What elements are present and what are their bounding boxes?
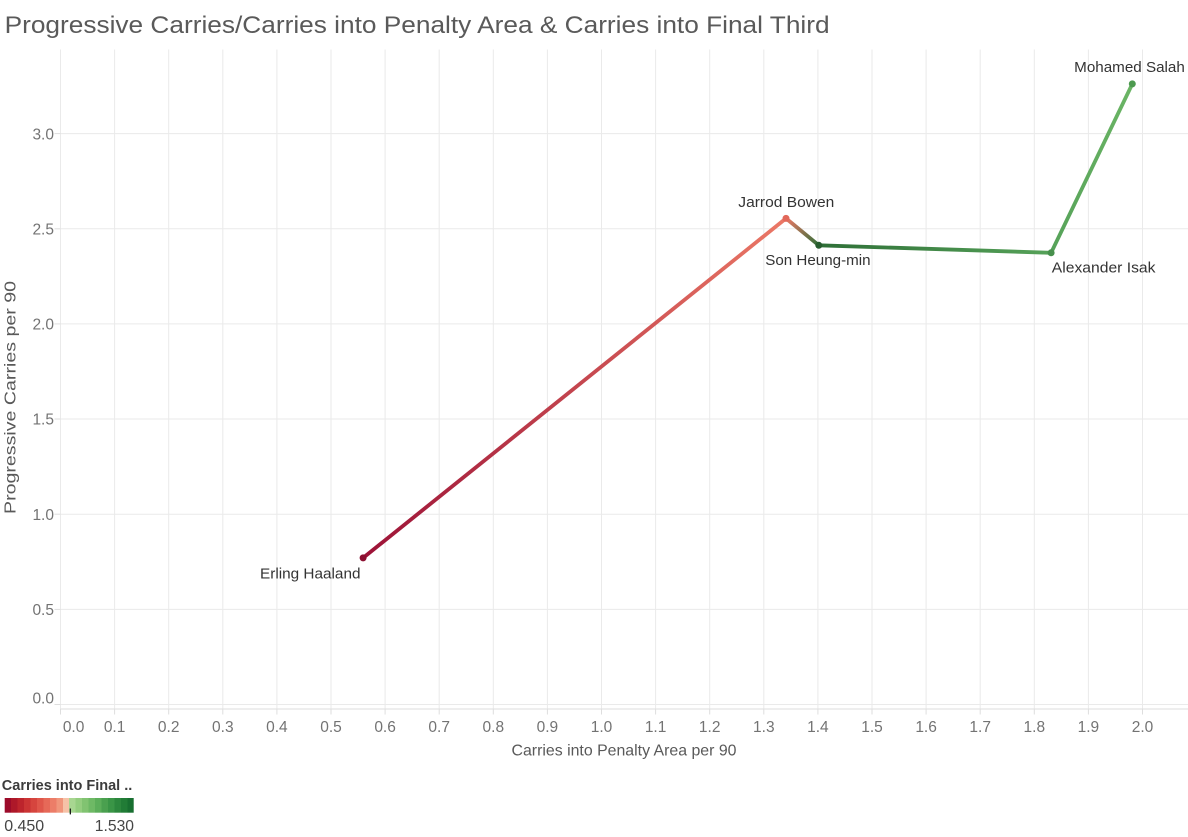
svg-text:0.1: 0.1 bbox=[104, 719, 126, 736]
svg-text:1.5: 1.5 bbox=[861, 719, 883, 736]
svg-text:2.5: 2.5 bbox=[32, 221, 54, 238]
svg-text:1.0: 1.0 bbox=[32, 507, 54, 524]
svg-text:Progressive Carries/Carries in: Progressive Carries/Carries into Penalty… bbox=[5, 12, 830, 39]
svg-text:1.0: 1.0 bbox=[591, 719, 613, 736]
svg-text:0.8: 0.8 bbox=[483, 719, 505, 736]
svg-text:Alexander Isak: Alexander Isak bbox=[1052, 259, 1156, 276]
svg-text:0.2: 0.2 bbox=[158, 719, 180, 736]
svg-text:Progressive Carries per 90: Progressive Carries per 90 bbox=[3, 281, 20, 514]
svg-text:1.8: 1.8 bbox=[1024, 719, 1046, 736]
svg-text:1.530: 1.530 bbox=[95, 818, 134, 835]
svg-text:1.3: 1.3 bbox=[753, 719, 775, 736]
svg-text:1.9: 1.9 bbox=[1078, 719, 1100, 736]
svg-text:0.5: 0.5 bbox=[32, 602, 54, 619]
svg-text:0.0: 0.0 bbox=[63, 719, 85, 736]
svg-text:0.7: 0.7 bbox=[428, 719, 450, 736]
svg-text:0.9: 0.9 bbox=[537, 719, 559, 736]
svg-text:Erling Haaland: Erling Haaland bbox=[260, 566, 361, 583]
svg-text:0.4: 0.4 bbox=[266, 719, 288, 736]
svg-text:2.0: 2.0 bbox=[32, 317, 54, 334]
svg-text:1.4: 1.4 bbox=[807, 719, 829, 736]
svg-text:0.3: 0.3 bbox=[212, 719, 234, 736]
svg-text:1.2: 1.2 bbox=[699, 719, 721, 736]
svg-text:Carries into Penalty Area per: Carries into Penalty Area per 90 bbox=[512, 743, 737, 760]
svg-text:Jarrod Bowen: Jarrod Bowen bbox=[738, 194, 834, 211]
svg-text:3.0: 3.0 bbox=[32, 126, 54, 143]
svg-text:Son Heung-min: Son Heung-min bbox=[765, 252, 870, 269]
svg-text:0.0: 0.0 bbox=[32, 691, 54, 708]
svg-text:0.6: 0.6 bbox=[374, 719, 396, 736]
svg-text:0.5: 0.5 bbox=[320, 719, 342, 736]
svg-text:1.1: 1.1 bbox=[645, 719, 667, 736]
svg-text:Carries into Final ..: Carries into Final .. bbox=[2, 778, 133, 794]
svg-text:1.5: 1.5 bbox=[32, 412, 54, 429]
svg-text:1.7: 1.7 bbox=[969, 719, 991, 736]
svg-text:0.450: 0.450 bbox=[4, 818, 44, 835]
svg-text:Mohamed Salah: Mohamed Salah bbox=[1074, 59, 1185, 76]
svg-text:1.6: 1.6 bbox=[915, 719, 937, 736]
svg-text:2.0: 2.0 bbox=[1132, 719, 1154, 736]
